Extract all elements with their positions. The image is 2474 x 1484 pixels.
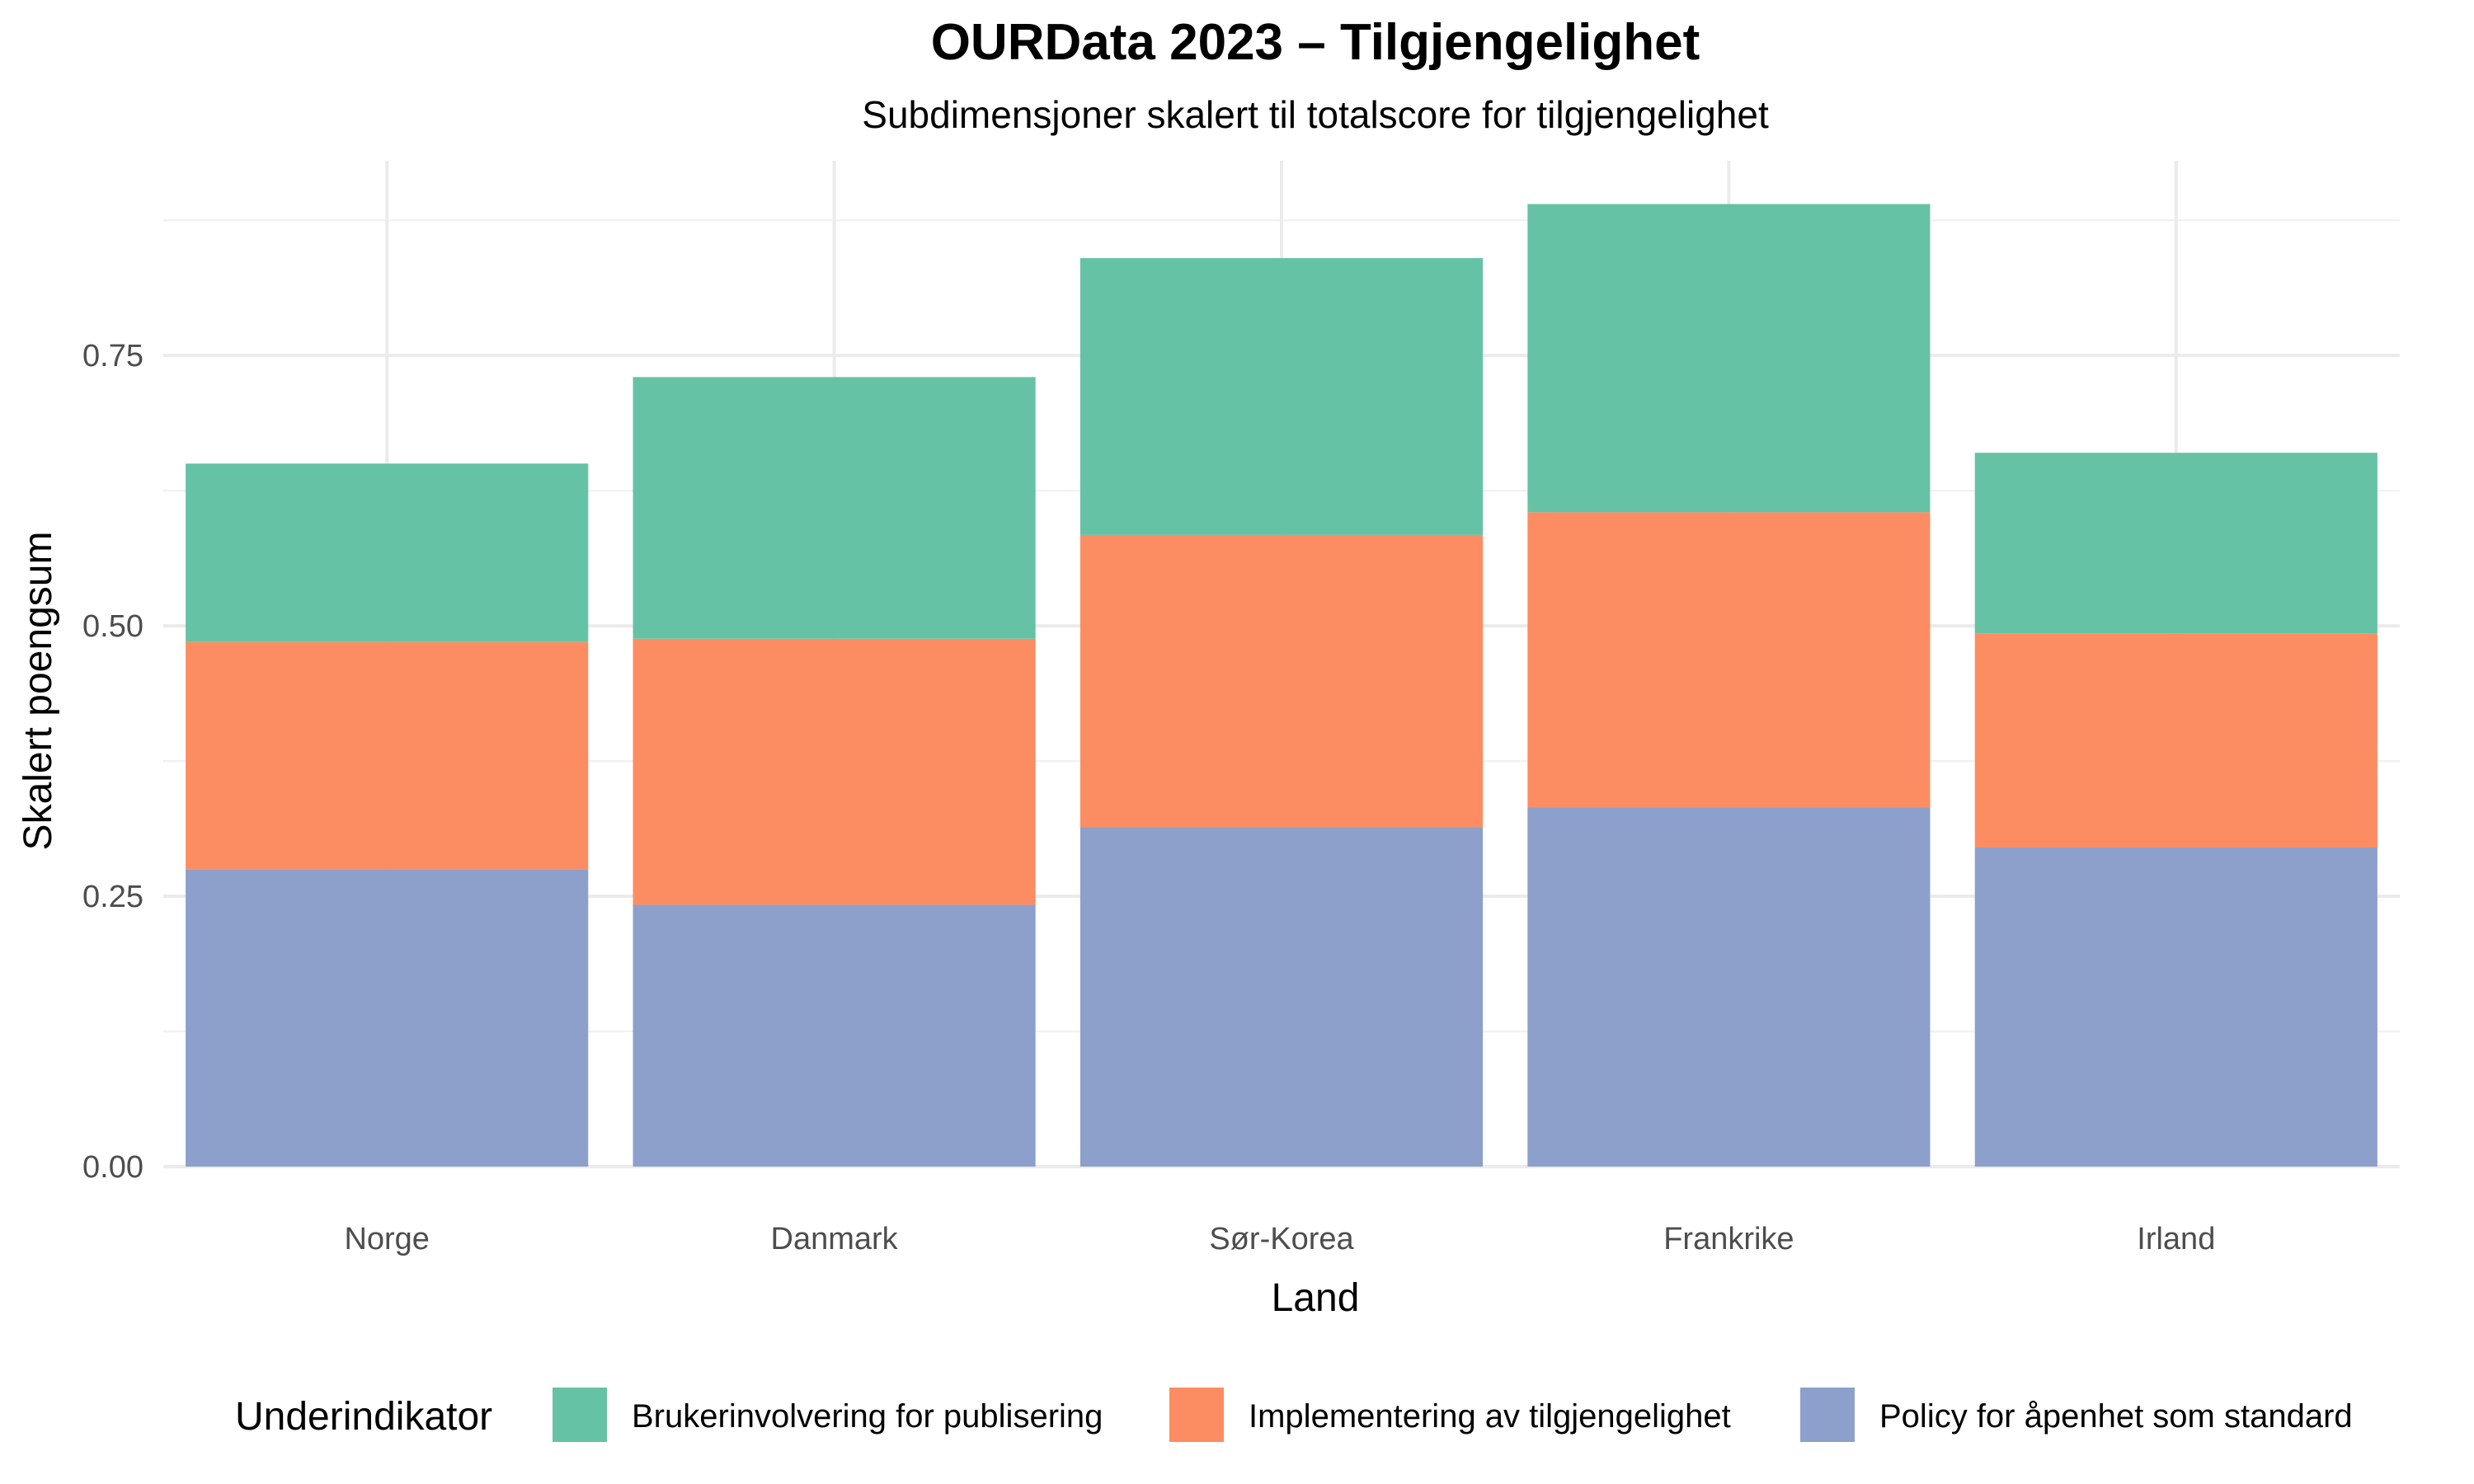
chart-title: OURData 2023 – Tilgjengelighet [931,14,1700,71]
x-tick-label: Frankrike [1663,1222,1794,1256]
bar-segment: Danmark – Brukerinvolvering for publiser… [633,377,1036,639]
x-tick-label: Sør-Korea [1209,1222,1354,1256]
y-tick-label: 0.25 [82,880,143,914]
legend-label: Implementering av tilgjengelighet [1249,1398,1731,1435]
legend-label: Policy for åpenhet som standard [1879,1398,2353,1435]
bar-segment: Norge – Policy for åpenhet som standard:… [186,869,589,1167]
y-tick-label: 0.00 [82,1150,143,1185]
legend-swatch [1169,1388,1224,1442]
legend-swatch [553,1388,607,1442]
bars: Norge – Policy for åpenhet som standard:… [186,204,2378,1167]
bar-segment: Irland – Implementering av tilgjengeligh… [1974,633,2378,848]
bar-segment: Norge – Implementering av tilgjengelighe… [186,641,589,870]
y-axis-title: Skalert poengsum [16,532,60,851]
x-tick-label: Norge [344,1222,430,1256]
bar-segment: Danmark – Policy for åpenhet som standar… [633,904,1036,1167]
legend-swatch [1800,1388,1855,1442]
bar-segment: Sør-Korea – Implementering av tilgjengel… [1079,534,1484,828]
y-tick-label: 0.75 [82,339,143,373]
bar-segment: Frankrike – Implementering av tilgjengel… [1527,512,1931,808]
bar-segment: Frankrike – Brukerinvolvering for publis… [1527,204,1931,513]
bar-segment: Irland – Policy for åpenhet som standard… [1974,848,2378,1167]
bar-segment: Sør-Korea – Policy for åpenhet som stand… [1079,827,1484,1167]
axis-ticks: 0.00 0.25 0.50 0.75 Norge Danmark Sør-Korea Fra… [82,339,2215,1256]
legend-title: Underindikator [235,1395,492,1439]
bar-segment: Frankrike – Policy for åpenhet som stand… [1527,807,1931,1167]
y-tick-label: 0.50 [82,609,143,644]
bar-segment: Danmark – Implementering av tilgjengelig… [633,638,1036,905]
x-axis-title: Land [1272,1276,1360,1320]
x-tick-label: Irland [2137,1222,2215,1256]
legend-label: Brukerinvolvering for publisering [632,1398,1103,1435]
x-tick-label: Danmark [771,1222,899,1256]
legend: Underindikator Brukerinvolvering for publ… [235,1388,2353,1442]
chart-subtitle: Subdimensjoner skalert til totalscore fo… [862,93,1769,136]
bar-segment: Sør-Korea – Brukerinvolvering for publis… [1079,258,1484,535]
bar-segment: Norge – Brukerinvolvering for publiserin… [186,463,589,642]
bar-segment: Irland – Brukerinvolvering for publiseri… [1974,453,2378,634]
